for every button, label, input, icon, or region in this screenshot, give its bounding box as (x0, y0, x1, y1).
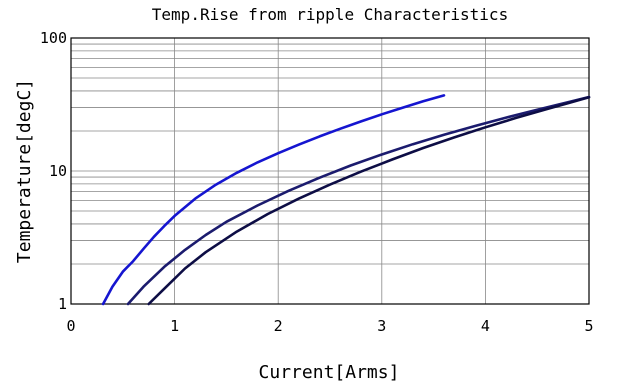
y-tick-label: 1 (58, 295, 67, 313)
plot-frame (70, 37, 590, 305)
x-tick-label: 0 (66, 317, 75, 335)
series-layer (101, 94, 591, 306)
y-tick-label: 100 (40, 29, 67, 47)
y-axis-label: Temperature[degC] (14, 79, 35, 263)
series-line-3 (147, 96, 591, 306)
grid (71, 38, 589, 304)
x-tick-label: 2 (274, 317, 283, 335)
x-tick-label: 3 (377, 317, 386, 335)
series-line-1 (101, 94, 446, 306)
y-tick-label: 10 (49, 162, 67, 180)
x-tick-label: 1 (170, 317, 179, 335)
x-tick-label: 4 (481, 317, 490, 335)
chart-title: Temp.Rise from ripple Characteristics (152, 5, 508, 24)
tick-labels: 0 1 2 3 4 5 1 10 100 (40, 29, 594, 335)
x-axis-label: Current[Arms] (259, 362, 400, 383)
x-tick-label: 5 (584, 317, 593, 335)
series-line-2 (126, 95, 591, 306)
